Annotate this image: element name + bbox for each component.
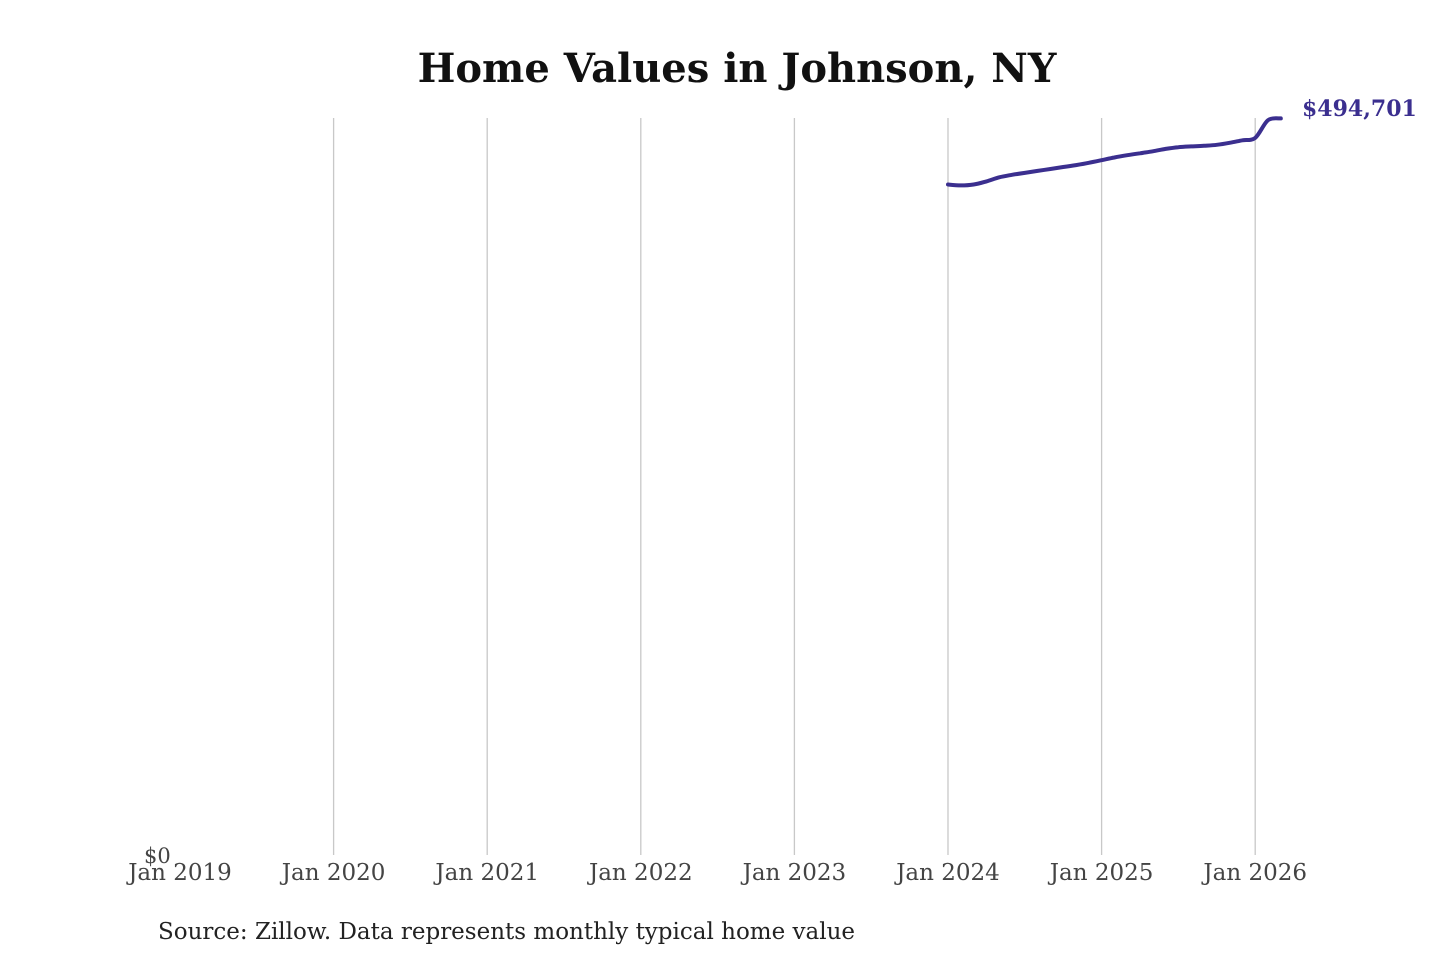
y-tick-label-zero: $0 [144,844,171,868]
x-tick-label: Jan 2023 [741,860,847,886]
x-tick-label: Jan 2022 [587,860,693,886]
x-tick-label: Jan 2024 [894,860,1000,886]
x-tick-label: Jan 2026 [1201,860,1307,886]
x-tick-label: Jan 2020 [280,860,386,886]
x-gridlines [332,118,1256,855]
x-tick-labels: Jan 2019 Jan 2020 Jan 2021 Jan 2022 Jan 2023… [126,860,1307,886]
x-tick-label: Jan 2021 [433,860,539,886]
series-line-home-value [946,116,1283,188]
x-tick-label: Jan 2019 [126,860,232,886]
x-tick-label: Jan 2025 [1048,860,1154,886]
chart-title: Home Values in Johnson, NY [418,45,1057,92]
last-value-label: $494,701 [1302,96,1417,122]
source-note: Source: Zillow. Data represents monthly … [158,919,855,945]
